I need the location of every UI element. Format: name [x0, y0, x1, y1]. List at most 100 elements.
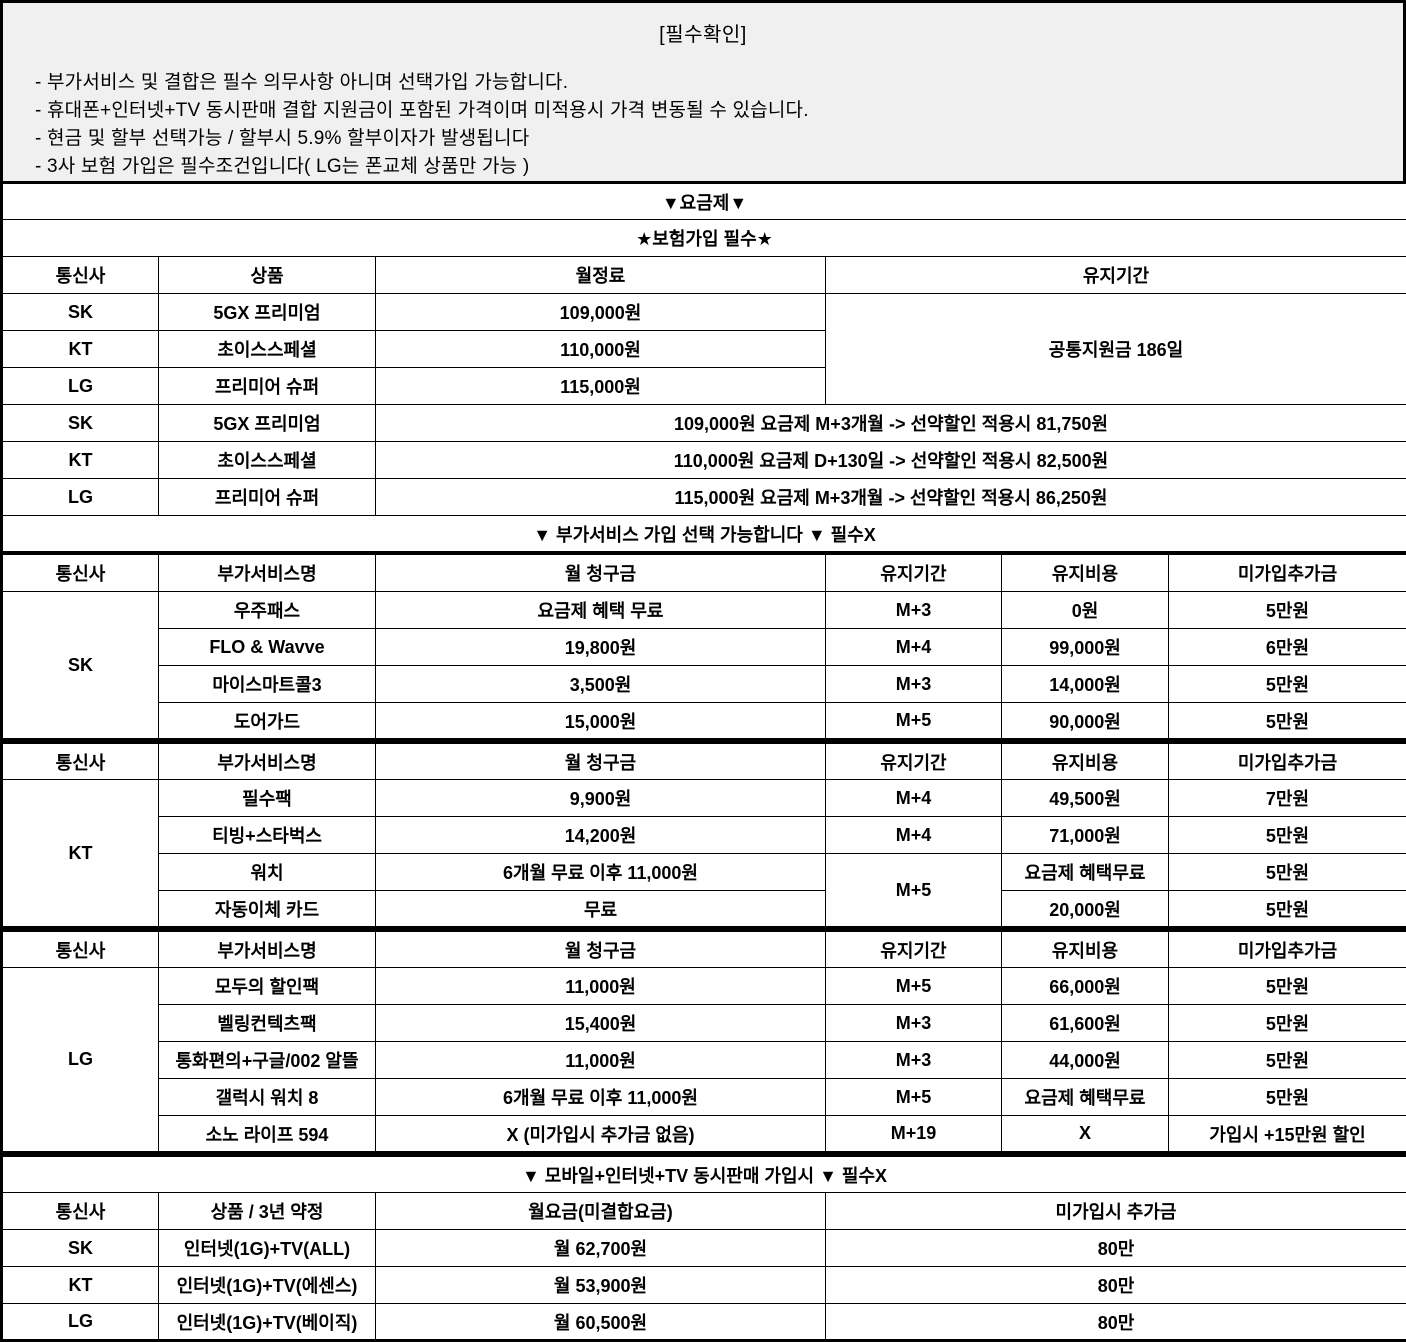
cell-monthly-charge: 무료 [376, 891, 826, 928]
cell-monthly-charge: 15,000원 [376, 703, 826, 740]
col-header-carrier: 통신사 [2, 931, 159, 968]
cell-product: 인터넷(1G)+TV(에센스) [159, 1267, 376, 1304]
cell-carrier: LG [2, 479, 159, 516]
cell-penalty: 5만원 [1169, 1005, 1406, 1042]
col-header-monthly-fee: 월요금(미결합요금) [376, 1193, 826, 1230]
combo-table: ▼ 모바일+인터넷+TV 동시판매 가입시 ▼ 필수X 통신사 상품 / 3년 … [0, 1154, 1406, 1342]
cell-vas-name: 워치 [159, 854, 376, 891]
cell-product: 5GX 프리미엄 [159, 294, 376, 331]
cell-monthly-charge: 11,000원 [376, 1042, 826, 1079]
notice-line: - 현금 및 할부 선택가능 / 할부시 5.9% 할부이자가 발생됩니다 [35, 125, 1403, 153]
table-row: 티빙+스타벅스 14,200원 M+4 71,000원 5만원 [2, 817, 1406, 854]
combo-banner: ▼ 모바일+인터넷+TV 동시판매 가입시 ▼ 필수X [2, 1156, 1406, 1193]
cell-product: 초이스스페셜 [159, 442, 376, 479]
cell-penalty: 5만원 [1169, 817, 1406, 854]
table-row: 벨링컨텍츠팩 15,400원 M+3 61,600원 5만원 [2, 1005, 1406, 1042]
col-header-maintenance-cost: 유지비용 [1002, 931, 1169, 968]
cell-cost: 66,000원 [1002, 968, 1169, 1005]
cell-carrier: LG [2, 368, 159, 405]
table-row: 소노 라이프 594 X (미가입시 추가금 없음) M+19 X 가입시 +1… [2, 1116, 1406, 1153]
col-header-maintenance-cost: 유지비용 [1002, 743, 1169, 780]
cell-cost: 44,000원 [1002, 1042, 1169, 1079]
cell-cost: 요금제 혜택무료 [1002, 854, 1169, 891]
col-header-nonjoin-fee: 미가입추가금 [1169, 555, 1406, 592]
plan-banner-1: ▼요금제▼ [2, 183, 1406, 220]
cell-monthly: 115,000원 [376, 368, 826, 405]
cell-monthly-charge: 3,500원 [376, 666, 826, 703]
cell-discount-detail: 109,000원 요금제 M+3개월 -> 선약할인 적용시 81,750원 [376, 405, 1406, 442]
cell-carrier: KT [2, 780, 159, 928]
table-header-row: 통신사 부가서비스명 월 청구금 유지기간 유지비용 미가입추가금 [2, 931, 1406, 968]
table-row: SK 인터넷(1G)+TV(ALL) 월 62,700원 80만 [2, 1230, 1406, 1267]
cell-vas-name: 통화편의+구글/002 알뜰 [159, 1042, 376, 1079]
cell-penalty: 80만 [826, 1230, 1406, 1267]
col-header-vas-name: 부가서비스명 [159, 931, 376, 968]
cell-vas-name: 소노 라이프 594 [159, 1116, 376, 1153]
cell-monthly-charge: 9,900원 [376, 780, 826, 817]
cell-carrier: KT [2, 1267, 159, 1304]
cell-penalty: 가입시 +15만원 할인 [1169, 1116, 1406, 1153]
cell-period: M+3 [826, 1005, 1002, 1042]
cell-penalty: 5만원 [1169, 854, 1406, 891]
col-header-vas-name: 부가서비스명 [159, 555, 376, 592]
table-row: ▼ 모바일+인터넷+TV 동시판매 가입시 ▼ 필수X [2, 1156, 1406, 1193]
cell-period: M+19 [826, 1116, 1002, 1153]
cell-monthly-fee: 월 62,700원 [376, 1230, 826, 1267]
vas-table-lg: 통신사 부가서비스명 월 청구금 유지기간 유지비용 미가입추가금 LG 모두의… [0, 929, 1406, 1154]
cell-cost: 90,000원 [1002, 703, 1169, 740]
cell-period: M+5 [826, 968, 1002, 1005]
vas-table-kt: 통신사 부가서비스명 월 청구금 유지기간 유지비용 미가입추가금 KT 필수팩… [0, 741, 1406, 929]
cell-vas-name: 모두의 할인팩 [159, 968, 376, 1005]
col-header-period: 유지기간 [826, 931, 1002, 968]
cell-carrier: SK [2, 592, 159, 740]
cell-period: M+3 [826, 1042, 1002, 1079]
col-header-monthly-charge: 월 청구금 [376, 555, 826, 592]
cell-merged-period: 공통지원금 186일 [826, 294, 1406, 405]
col-header-product: 상품 [159, 257, 376, 294]
plan-table: ▼요금제▼ ★보험가입 필수★ 통신사 상품 월정료 유지기간 SK 5GX 프… [0, 181, 1406, 554]
cell-cost: 20,000원 [1002, 891, 1169, 928]
cell-cost: 요금제 혜택무료 [1002, 1079, 1169, 1116]
table-row: ★보험가입 필수★ [2, 220, 1406, 257]
cell-carrier: KT [2, 442, 159, 479]
table-row: FLO & Wavve 19,800원 M+4 99,000원 6만원 [2, 629, 1406, 666]
cell-cost: 71,000원 [1002, 817, 1169, 854]
cell-period: M+4 [826, 780, 1002, 817]
cell-carrier: SK [2, 1230, 159, 1267]
cell-monthly-charge: 요금제 혜택 무료 [376, 592, 826, 629]
cell-product: 인터넷(1G)+TV(ALL) [159, 1230, 376, 1267]
cell-monthly-charge: 15,400원 [376, 1005, 826, 1042]
table-row: 자동이체 카드 무료 20,000원 5만원 [2, 891, 1406, 928]
cell-product: 프리미어 슈퍼 [159, 479, 376, 516]
cell-carrier: LG [2, 968, 159, 1153]
cell-carrier: SK [2, 294, 159, 331]
col-header-product-contract: 상품 / 3년 약정 [159, 1193, 376, 1230]
cell-vas-name: 벨링컨텍츠팩 [159, 1005, 376, 1042]
table-header-row: 통신사 부가서비스명 월 청구금 유지기간 유지비용 미가입추가금 [2, 743, 1406, 780]
cell-carrier: KT [2, 331, 159, 368]
table-row: LG 인터넷(1G)+TV(베이직) 월 60,500원 80만 [2, 1304, 1406, 1341]
cell-vas-name: FLO & Wavve [159, 629, 376, 666]
table-row: KT 필수팩 9,900원 M+4 49,500원 7만원 [2, 780, 1406, 817]
cell-carrier: SK [2, 405, 159, 442]
col-header-carrier: 통신사 [2, 743, 159, 780]
cell-period: M+4 [826, 629, 1002, 666]
col-header-maintenance-cost: 유지비용 [1002, 555, 1169, 592]
plan-banner-2: ★보험가입 필수★ [2, 220, 1406, 257]
col-header-carrier: 통신사 [2, 555, 159, 592]
table-row: ▼요금제▼ [2, 183, 1406, 220]
cell-period: M+5 [826, 1079, 1002, 1116]
cell-cost: 0원 [1002, 592, 1169, 629]
cell-penalty: 5만원 [1169, 666, 1406, 703]
cell-monthly-fee: 월 53,900원 [376, 1267, 826, 1304]
vas-table-sk: 통신사 부가서비스명 월 청구금 유지기간 유지비용 미가입추가금 SK 우주패… [0, 554, 1406, 741]
cell-discount-detail: 110,000원 요금제 D+130일 -> 선약할인 적용시 82,500원 [376, 442, 1406, 479]
cell-monthly-charge: 6개월 무료 이후 11,000원 [376, 1079, 826, 1116]
cell-monthly-charge: 11,000원 [376, 968, 826, 1005]
cell-penalty: 5만원 [1169, 891, 1406, 928]
cell-penalty: 5만원 [1169, 703, 1406, 740]
cell-monthly-charge: 14,200원 [376, 817, 826, 854]
cell-period: M+3 [826, 666, 1002, 703]
table-row: SK 5GX 프리미엄 109,000원 요금제 M+3개월 -> 선약할인 적… [2, 405, 1406, 442]
notice-title: [필수확인] [3, 3, 1403, 47]
